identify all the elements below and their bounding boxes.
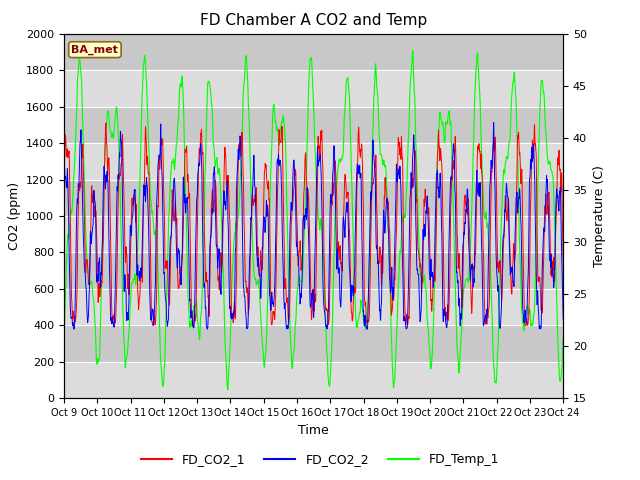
X-axis label: Time: Time xyxy=(298,424,329,437)
Bar xyxy=(64,34,563,70)
Text: BA_met: BA_met xyxy=(72,45,118,55)
Legend: FD_CO2_1, FD_CO2_2, FD_Temp_1: FD_CO2_1, FD_CO2_2, FD_Temp_1 xyxy=(136,448,504,471)
Bar xyxy=(64,252,563,289)
Bar xyxy=(64,362,563,398)
Y-axis label: Temperature (C): Temperature (C) xyxy=(593,165,605,267)
Bar xyxy=(64,325,563,362)
Bar xyxy=(64,180,563,216)
Title: FD Chamber A CO2 and Temp: FD Chamber A CO2 and Temp xyxy=(200,13,428,28)
Bar xyxy=(64,143,563,180)
Bar xyxy=(64,107,563,143)
Bar xyxy=(64,70,563,107)
Bar xyxy=(64,216,563,252)
Y-axis label: CO2 (ppm): CO2 (ppm) xyxy=(8,182,20,250)
Bar xyxy=(64,289,563,325)
